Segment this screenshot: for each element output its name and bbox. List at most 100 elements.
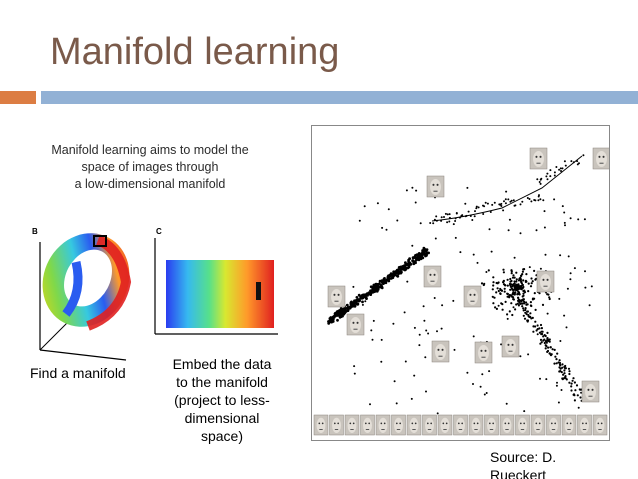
swiss-roll-figure: B	[32, 227, 132, 361]
scatter-point	[448, 213, 451, 216]
scatter-point	[486, 202, 489, 205]
scatter-point	[564, 367, 567, 370]
scatter-point	[415, 253, 419, 257]
scatter-point	[523, 410, 526, 413]
scatter-point	[510, 302, 513, 305]
scatter-point	[546, 350, 549, 353]
scatter-point	[436, 330, 438, 333]
scatter-point	[531, 297, 535, 300]
face-thumbnail-icon	[484, 414, 499, 436]
scatter-point	[529, 301, 532, 304]
scatter-point	[532, 330, 535, 333]
scatter-point	[341, 314, 344, 318]
face-thumbnail-icon	[327, 285, 346, 308]
scatter-point	[519, 302, 522, 305]
face-thumbnail-icon	[391, 414, 406, 436]
scatter-point	[517, 279, 521, 282]
scatter-point	[545, 341, 548, 344]
scatter-point	[558, 359, 561, 362]
scatter-point	[548, 296, 551, 299]
scatter-point	[563, 372, 566, 375]
scatter-point	[561, 205, 564, 208]
scatter-point	[524, 308, 527, 312]
scatter-point	[473, 215, 476, 218]
scatter-point	[472, 253, 475, 256]
scatter-point	[440, 327, 443, 330]
scatter-point	[413, 326, 416, 329]
face-thumbnail-icon	[577, 414, 592, 436]
scatter-point	[493, 296, 496, 299]
scatter-point	[572, 377, 575, 380]
scatter-point	[539, 338, 543, 341]
manifold-path	[431, 155, 583, 222]
accent-bar-blue	[41, 91, 638, 104]
scatter-point	[386, 277, 389, 280]
scatter-point	[471, 219, 474, 221]
scatter-point	[333, 312, 337, 316]
scatter-point	[575, 384, 579, 387]
scatter-point	[562, 373, 565, 376]
scatter-point	[485, 392, 488, 394]
scatter-point	[491, 295, 494, 298]
scatter-point	[553, 171, 556, 174]
caption-embed-line: space)	[200, 428, 244, 444]
scatter-point	[563, 314, 566, 317]
scatter-point	[541, 303, 545, 306]
scatter-point	[545, 345, 548, 348]
scatter-point	[393, 380, 396, 383]
face-thumbnail-icon	[329, 414, 344, 436]
scatter-point	[562, 377, 565, 380]
scatter-point	[570, 389, 573, 392]
scatter-point	[506, 284, 509, 287]
scatter-point	[503, 200, 505, 203]
scatter-point	[379, 283, 383, 287]
scatter-point	[539, 198, 542, 201]
scatter-point	[573, 381, 576, 384]
scatter-point	[500, 343, 503, 346]
scatter-point	[454, 236, 457, 239]
face-thumbnail-icon	[529, 147, 548, 170]
scatter-point	[366, 294, 369, 297]
scatter-point	[520, 274, 523, 277]
scatter-point	[353, 372, 356, 375]
scatter-point	[385, 228, 388, 231]
scatter-point	[376, 202, 379, 205]
scatter-point	[506, 292, 509, 296]
scatter-point	[509, 283, 512, 287]
scatter-point	[361, 293, 365, 297]
scatter-point	[551, 348, 554, 351]
scatter-point	[529, 312, 532, 315]
scatter-point	[424, 250, 428, 253]
scatter-point	[446, 213, 449, 216]
scatter-point	[569, 278, 572, 281]
scatter-point	[414, 201, 417, 204]
scatter-point	[584, 286, 587, 289]
scatter-point	[376, 285, 380, 289]
scatter-point	[495, 291, 498, 294]
scatter-point	[537, 195, 540, 198]
scatter-point	[547, 293, 550, 296]
scatter-point	[576, 394, 579, 397]
scatter-point	[524, 280, 527, 283]
scatter-point	[441, 304, 444, 307]
scatter-point	[504, 198, 507, 201]
scatter-point	[440, 216, 443, 219]
face-thumbnail-icon	[581, 380, 600, 403]
scatter-point	[380, 360, 383, 363]
face-thumbnail-icon	[530, 414, 546, 436]
scatter-point	[564, 224, 566, 227]
face-thumbnail-icon	[313, 414, 329, 436]
scatter-point	[491, 288, 494, 291]
face-thumbnail-icon	[431, 340, 450, 363]
scatter-point	[405, 189, 408, 192]
scatter-point	[422, 305, 425, 308]
scatter-point	[420, 252, 424, 256]
scatter-point	[531, 280, 534, 283]
scatter-point	[364, 294, 367, 297]
source-line: Source: D.	[490, 449, 557, 465]
face-thumbnail-icon	[422, 414, 437, 436]
scatter-point	[553, 362, 556, 365]
face-manifold-plot	[313, 147, 609, 436]
scatter-point	[540, 330, 543, 333]
scatter-point	[512, 306, 515, 309]
